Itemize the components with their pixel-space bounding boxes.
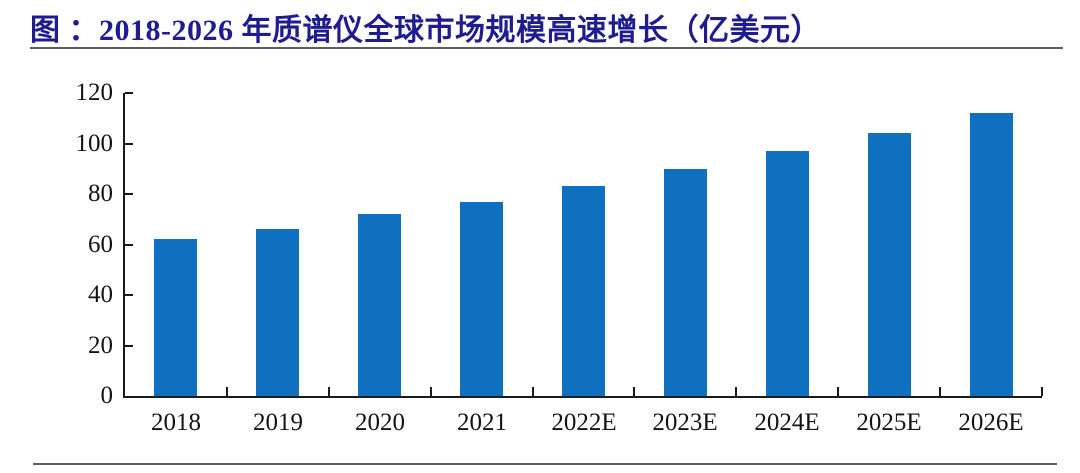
- bar: [664, 169, 707, 396]
- figure-title: 图 ：2018-2026 年质谱仪全球市场规模高速增长（亿美元）: [30, 14, 821, 47]
- bar: [970, 113, 1013, 396]
- x-axis-tick-label: 2024E: [754, 409, 820, 436]
- y-tick: [125, 294, 133, 296]
- y-axis-tick-label: 120: [75, 79, 114, 106]
- y-axis-tick-label: 20: [88, 331, 113, 359]
- y-tick: [125, 243, 133, 246]
- x-axis-tick-label: 2026E: [958, 409, 1024, 436]
- y-axis-tick-label: 0: [100, 382, 114, 409]
- x-tick: [226, 387, 228, 396]
- y-axis-tick-label: 40: [88, 281, 113, 308]
- y-tick: [125, 344, 133, 347]
- x-tick: [939, 387, 941, 396]
- y-axis-tick-label: 100: [75, 129, 114, 157]
- x-tick: [328, 387, 330, 396]
- x-axis-tick-label: 2025E: [856, 409, 922, 436]
- bar: [868, 133, 911, 396]
- y-axis-line: [123, 93, 125, 398]
- y-axis-tick-label: 60: [88, 230, 113, 258]
- x-axis-tick-label: 2022E: [551, 409, 617, 436]
- x-tick: [430, 387, 432, 396]
- bar: [358, 214, 401, 396]
- x-axis-tick-label: 2020: [355, 409, 405, 436]
- title-underline-rule: [30, 47, 1063, 49]
- x-axis-line: [123, 396, 1042, 398]
- x-tick: [532, 387, 534, 396]
- x-axis-tick-label: 2019: [253, 409, 303, 436]
- bar: [460, 202, 503, 396]
- x-tick: [633, 387, 635, 396]
- y-tick: [125, 193, 133, 195]
- x-tick: [837, 387, 839, 396]
- x-axis-tick-label: 2018: [151, 409, 201, 436]
- bar: [562, 186, 605, 396]
- x-tick: [735, 387, 737, 396]
- y-tick: [125, 92, 133, 94]
- bar: [766, 151, 809, 396]
- y-axis-tick-label: 80: [88, 180, 113, 207]
- x-tick: [1041, 387, 1043, 396]
- bar: [154, 239, 197, 396]
- bar: [256, 229, 299, 396]
- bottom-divider-rule: [33, 463, 1057, 465]
- x-axis-tick-label: 2021: [457, 409, 507, 436]
- y-tick: [125, 142, 133, 145]
- x-axis-tick-label: 2023E: [652, 409, 718, 436]
